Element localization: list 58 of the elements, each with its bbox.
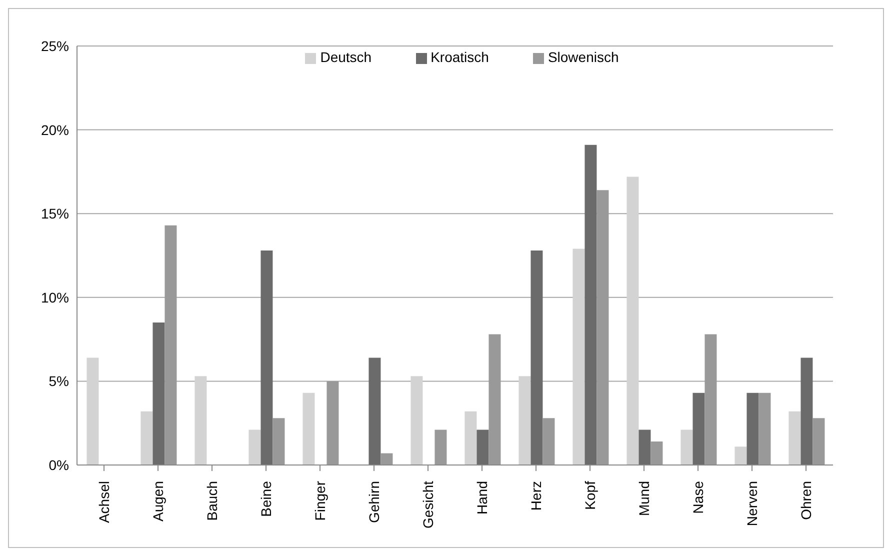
bar <box>542 418 555 465</box>
bar <box>464 411 477 465</box>
x-tick-label: Nerven <box>744 481 760 526</box>
legend-label: Deutsch <box>320 49 372 65</box>
x-tick-label: Nase <box>690 480 706 514</box>
bar <box>380 453 393 465</box>
bar <box>260 250 273 465</box>
x-tick-label: Mund <box>636 481 652 516</box>
bar <box>86 358 99 465</box>
x-tick-label: Ohren <box>798 481 814 520</box>
y-tick-label: 15% <box>40 206 69 222</box>
x-tick-label: Gesicht <box>420 480 436 528</box>
x-tick-label: Achsel <box>96 481 112 524</box>
bar <box>140 411 153 465</box>
bar <box>680 430 693 465</box>
bar <box>434 430 447 465</box>
x-tick-label: Hand <box>474 481 490 514</box>
bar <box>704 334 717 465</box>
y-tick-label: 10% <box>40 289 69 306</box>
bar <box>152 322 165 465</box>
x-tick-label: Bauch <box>204 481 220 521</box>
bar <box>248 430 261 465</box>
x-tick-label: Augen <box>150 481 166 522</box>
bar <box>734 446 747 465</box>
bar <box>800 358 813 465</box>
x-tick-label: Beine <box>258 480 274 517</box>
y-tick-label: 5% <box>48 373 69 390</box>
bar <box>518 376 531 465</box>
y-tick-label: 0% <box>48 456 69 473</box>
legend-label: Kroatisch <box>430 49 489 65</box>
bar <box>626 176 639 465</box>
bar <box>746 392 759 465</box>
bar <box>476 430 489 465</box>
y-tick-label: 20% <box>40 122 69 138</box>
bar <box>596 190 609 465</box>
bar <box>368 358 381 465</box>
bar <box>164 225 177 465</box>
y-tick-label: 25% <box>40 38 69 54</box>
bar <box>584 144 597 465</box>
bar <box>302 392 315 465</box>
bar <box>650 442 663 465</box>
x-tick-label: Kopf <box>582 480 598 510</box>
bar <box>812 418 825 465</box>
bar <box>410 376 423 465</box>
x-tick-label: Finger <box>312 480 328 521</box>
bar <box>638 430 651 465</box>
bar <box>758 392 771 465</box>
bar <box>194 376 207 465</box>
bar <box>272 418 285 465</box>
x-tick-label: Gehirn <box>366 481 382 524</box>
bar <box>788 411 801 465</box>
legend-label: Slowenisch <box>548 49 619 65</box>
bar <box>692 392 705 465</box>
bar <box>530 250 543 465</box>
bar <box>326 381 339 465</box>
bar <box>572 248 585 465</box>
x-tick-label: Herz <box>528 481 544 511</box>
bar <box>488 334 501 465</box>
